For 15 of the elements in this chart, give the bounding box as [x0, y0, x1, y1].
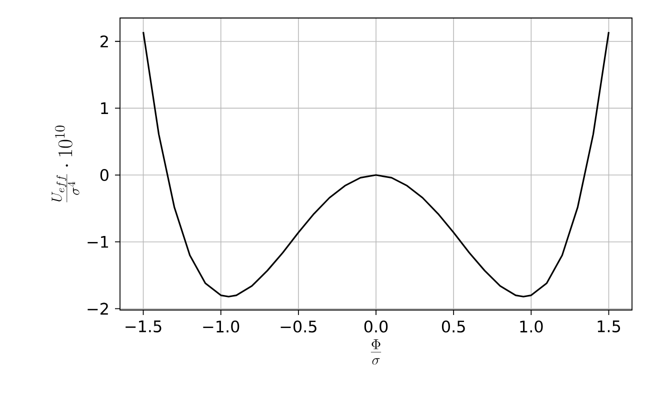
y-axis-title: $\frac{U_{eff}}{\sigma^4}\cdot 10^{10}$	[52, 126, 80, 202]
x-tick-label: 1.5	[598, 320, 620, 332]
x-tick-label: 0.5	[442, 320, 465, 333]
y-tick-label: 0	[100, 169, 108, 182]
x-tick-label: −1.0	[203, 320, 240, 333]
y-tick-label: −2	[88, 302, 108, 315]
line-series	[142, 31, 610, 298]
y-tick-label: 2	[100, 35, 108, 48]
y-tick-label: 1	[101, 102, 108, 114]
x-tick-label: 0.0	[364, 320, 388, 333]
x-tick-label: 1.0	[520, 320, 543, 333]
y-tick-label: −1	[88, 236, 108, 248]
x-tick-label: −0.5	[280, 320, 316, 333]
x-tick-label: −1.5	[126, 320, 162, 332]
x-axis-title: $\frac{\Phi}{\sigma}$	[370, 339, 382, 365]
